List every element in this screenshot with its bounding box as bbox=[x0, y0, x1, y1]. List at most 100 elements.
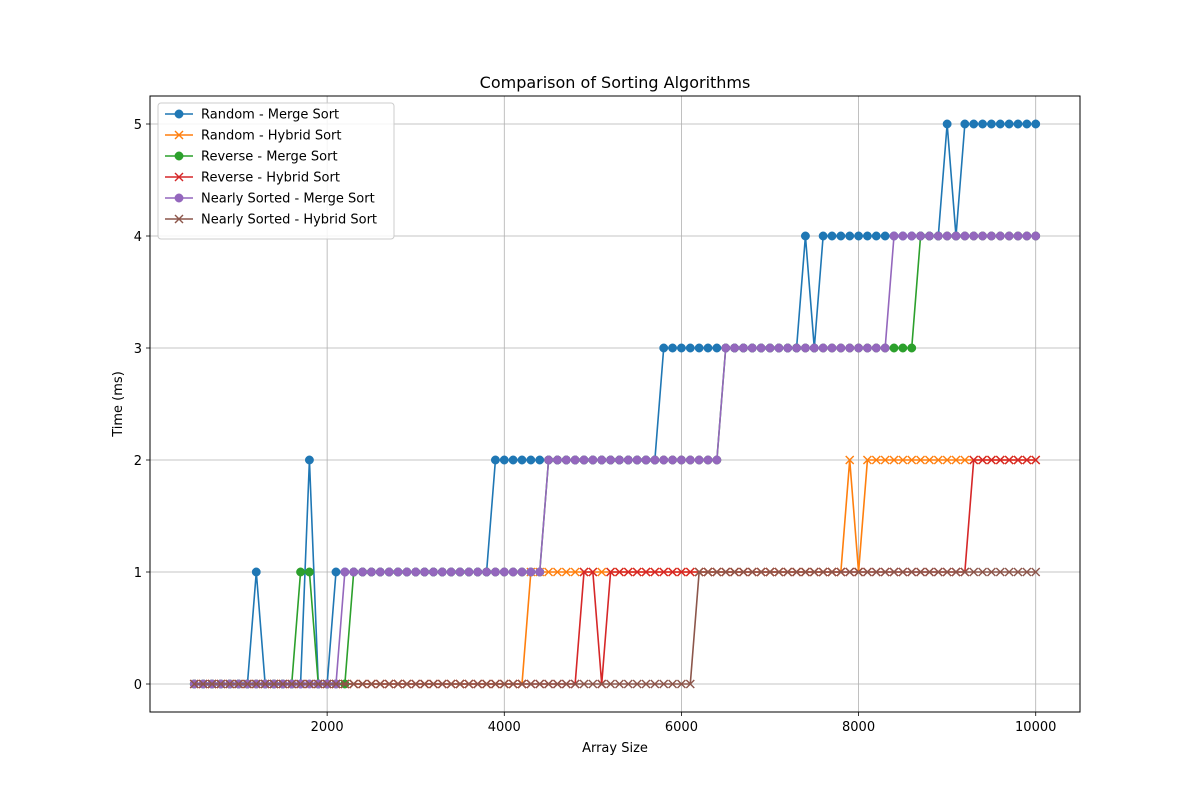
data-point bbox=[694, 455, 704, 465]
marker-stroke bbox=[420, 679, 430, 689]
marker-stroke bbox=[304, 679, 314, 689]
data-point bbox=[428, 679, 438, 689]
y-tick-label: 0 bbox=[134, 678, 142, 693]
data-point bbox=[482, 567, 492, 577]
data-point bbox=[499, 567, 509, 577]
marker-stroke bbox=[942, 455, 952, 465]
marker-stroke bbox=[969, 455, 979, 465]
data-point bbox=[712, 567, 722, 577]
x-tick-label: 2000 bbox=[311, 720, 344, 735]
data-point bbox=[668, 567, 678, 577]
data-point bbox=[473, 679, 483, 689]
data-point bbox=[978, 455, 988, 465]
data-point bbox=[685, 567, 695, 577]
data-point bbox=[986, 119, 996, 129]
data-point bbox=[969, 455, 979, 465]
marker-stroke bbox=[650, 567, 660, 577]
data-point bbox=[446, 567, 456, 577]
data-point bbox=[676, 679, 686, 689]
data-point bbox=[730, 343, 740, 353]
data-point bbox=[960, 231, 970, 241]
data-point bbox=[526, 679, 536, 689]
marker-stroke bbox=[544, 567, 554, 577]
marker-stroke bbox=[730, 567, 740, 577]
data-point bbox=[960, 567, 970, 577]
data-point bbox=[703, 455, 713, 465]
data-point bbox=[676, 455, 686, 465]
x-tick-label: 4000 bbox=[488, 720, 521, 735]
data-point bbox=[437, 679, 447, 689]
marker-stroke bbox=[570, 679, 580, 689]
data-point bbox=[411, 567, 421, 577]
data-point bbox=[1022, 455, 1032, 465]
data-point bbox=[951, 567, 961, 577]
data-point bbox=[597, 679, 607, 689]
marker-stroke bbox=[783, 567, 793, 577]
marker-stroke bbox=[552, 679, 562, 689]
marker-stroke bbox=[942, 567, 952, 577]
legend-entry: Reverse - Hybrid Sort bbox=[165, 171, 340, 186]
data-point bbox=[446, 679, 456, 689]
data-point bbox=[694, 343, 704, 353]
marker-stroke bbox=[712, 567, 722, 577]
marker-stroke bbox=[951, 455, 961, 465]
marker-stroke bbox=[685, 679, 695, 689]
data-point bbox=[251, 567, 261, 577]
marker-stroke bbox=[287, 679, 297, 689]
data-point bbox=[694, 567, 704, 577]
data-point bbox=[340, 679, 350, 689]
data-point bbox=[499, 455, 509, 465]
data-point bbox=[1022, 119, 1032, 129]
marker-stroke bbox=[978, 567, 988, 577]
data-point bbox=[650, 679, 660, 689]
data-point bbox=[827, 343, 837, 353]
legend-swatch-marker bbox=[174, 193, 184, 203]
data-point bbox=[296, 679, 306, 689]
legend-label: Reverse - Hybrid Sort bbox=[201, 171, 340, 186]
data-point bbox=[871, 567, 881, 577]
marker-stroke bbox=[614, 567, 624, 577]
legend-entry: Nearly Sorted - Hybrid Sort bbox=[165, 213, 377, 228]
data-point bbox=[349, 567, 359, 577]
x-tick-label: 10000 bbox=[1015, 720, 1056, 735]
data-point bbox=[606, 455, 616, 465]
data-point bbox=[1004, 231, 1014, 241]
data-point bbox=[242, 679, 252, 689]
marker-stroke bbox=[296, 679, 306, 689]
marker-stroke bbox=[174, 172, 184, 182]
data-point bbox=[898, 455, 908, 465]
data-point bbox=[614, 455, 624, 465]
data-point bbox=[499, 679, 509, 689]
data-point bbox=[189, 679, 199, 689]
marker-stroke bbox=[800, 567, 810, 577]
data-point bbox=[916, 455, 926, 465]
tick-layer: 2000 4000 6000 8000 10000 0 1 2 3 4 5 bbox=[134, 118, 1057, 735]
marker-stroke bbox=[818, 567, 828, 577]
data-point bbox=[216, 679, 226, 689]
data-point bbox=[304, 679, 314, 689]
data-point bbox=[668, 343, 678, 353]
marker-stroke bbox=[588, 567, 598, 577]
marker-stroke bbox=[517, 679, 527, 689]
data-point bbox=[544, 455, 554, 465]
data-point bbox=[907, 455, 917, 465]
data-point bbox=[659, 567, 669, 577]
marker-stroke bbox=[694, 567, 704, 577]
marker-stroke bbox=[561, 567, 571, 577]
data-point bbox=[916, 567, 926, 577]
marker-stroke bbox=[358, 679, 368, 689]
data-point bbox=[623, 567, 633, 577]
data-point bbox=[800, 567, 810, 577]
marker-stroke bbox=[579, 679, 589, 689]
data-point bbox=[668, 455, 678, 465]
data-point bbox=[907, 231, 917, 241]
data-point bbox=[1031, 455, 1041, 465]
data-point bbox=[765, 343, 775, 353]
data-point bbox=[632, 455, 642, 465]
y-tick-label: 1 bbox=[134, 566, 142, 581]
data-point bbox=[889, 231, 899, 241]
data-point bbox=[632, 567, 642, 577]
marker-stroke bbox=[260, 679, 270, 689]
data-point bbox=[322, 679, 332, 689]
marker-stroke bbox=[437, 679, 447, 689]
